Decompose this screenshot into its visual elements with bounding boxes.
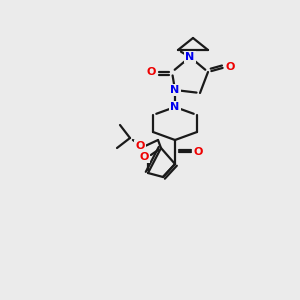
- Text: O: O: [139, 152, 149, 162]
- Text: O: O: [135, 141, 145, 151]
- Text: O: O: [193, 147, 203, 157]
- Text: N: N: [170, 85, 180, 95]
- Text: N: N: [185, 52, 195, 62]
- Text: O: O: [146, 67, 156, 77]
- Text: N: N: [170, 102, 180, 112]
- Text: O: O: [225, 62, 235, 72]
